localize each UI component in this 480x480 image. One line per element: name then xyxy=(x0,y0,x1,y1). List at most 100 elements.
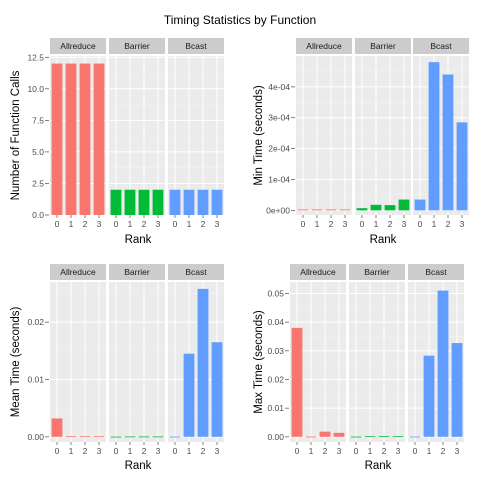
bar-barrier-rank-0 xyxy=(356,208,368,211)
x-tick-label: 1 xyxy=(69,446,74,456)
y-tick-label: 0.0 xyxy=(32,210,44,220)
panel-background xyxy=(355,56,411,215)
facet-strip-label: Allreduce xyxy=(60,267,96,277)
facet-strip xyxy=(50,264,106,280)
bar-barrier-rank-2 xyxy=(138,436,150,438)
facet-strip xyxy=(50,38,106,54)
x-tick-label: 1 xyxy=(187,446,192,456)
x-tick-label: 1 xyxy=(432,219,437,229)
bar-bcast-rank-2 xyxy=(437,290,449,437)
bar-allreduce-rank-0 xyxy=(51,418,63,437)
x-tick-label: 0 xyxy=(418,219,423,229)
bar-barrier-rank-3 xyxy=(152,436,164,438)
bar-bcast-rank-2 xyxy=(442,74,454,211)
x-tick-label: 3 xyxy=(460,219,465,229)
bar-allreduce-rank-1 xyxy=(65,436,77,438)
x-tick-label: 3 xyxy=(215,219,220,229)
x-axis-title: Rank xyxy=(125,460,152,472)
x-tick-label: 0 xyxy=(114,446,119,456)
bar-allreduce-rank-3 xyxy=(333,432,345,437)
bar-bcast-rank-1 xyxy=(428,62,440,211)
y-tick-label: 4e-04 xyxy=(268,82,290,92)
x-tick-label: 2 xyxy=(323,446,328,456)
x-tick-label: 2 xyxy=(329,219,334,229)
facet-strip-label: Bcast xyxy=(185,267,207,277)
panel-background xyxy=(296,56,352,215)
y-tick-label: 0.03 xyxy=(267,346,284,356)
bar-allreduce-rank-1 xyxy=(311,209,323,211)
bar-bcast-rank-3 xyxy=(211,189,223,215)
bar-barrier-rank-1 xyxy=(364,436,376,438)
facet-strip-label: Barrier xyxy=(370,41,396,51)
facet-panel-bcast: Bcast 0 1 2 3 xyxy=(168,264,224,456)
facet-panel-barrier: Barrier 0 1 2 3 xyxy=(349,264,405,456)
bar-barrier-rank-0 xyxy=(350,436,362,438)
bar-barrier-rank-0 xyxy=(110,189,122,215)
x-tick-label: 3 xyxy=(396,446,401,456)
y-tick-label: 7.5 xyxy=(32,115,44,125)
x-tick-label: 3 xyxy=(455,446,460,456)
bar-barrier-rank-2 xyxy=(138,189,150,215)
x-tick-label: 3 xyxy=(97,446,102,456)
x-tick-label: 2 xyxy=(382,446,387,456)
x-tick-label: 3 xyxy=(156,446,161,456)
y-axis-title: Max Time (seconds) xyxy=(253,310,265,414)
x-tick-label: 1 xyxy=(427,446,432,456)
facet-panel-bcast: Bcast 0 1 2 3 xyxy=(408,264,464,456)
facet-strip xyxy=(413,38,469,54)
y-tick-label: 0.02 xyxy=(267,374,284,384)
bar-bcast-rank-3 xyxy=(456,122,468,211)
y-tick-label: 2e-04 xyxy=(268,144,290,154)
y-tick-label: 12.5 xyxy=(27,52,44,62)
y-tick-label: 0.02 xyxy=(27,317,44,327)
facet-strip-label: Barrier xyxy=(364,267,390,277)
panel-background xyxy=(109,56,165,215)
facet-panel-allreduce: Allreduce 0 1 2 3 xyxy=(290,264,346,456)
bar-barrier-rank-1 xyxy=(124,436,136,438)
facet-strip xyxy=(168,38,224,54)
x-tick-label: 1 xyxy=(315,219,320,229)
bar-bcast-rank-2 xyxy=(197,288,209,437)
facet-strip xyxy=(290,264,346,280)
bar-bcast-rank-1 xyxy=(183,189,195,215)
facet-panel-barrier: Barrier 0 1 2 3 xyxy=(355,38,411,229)
x-tick-label: 1 xyxy=(128,446,133,456)
y-tick-label: 0.00 xyxy=(27,432,44,442)
y-tick-label: 1e-04 xyxy=(268,174,290,184)
x-axis-title: Rank xyxy=(125,234,152,246)
bar-bcast-rank-1 xyxy=(183,353,195,437)
facet-panel-allreduce: Allreduce 0 1 2 3 xyxy=(50,38,106,229)
x-tick-label: 1 xyxy=(374,219,379,229)
panel-background xyxy=(50,282,106,442)
bar-bcast-rank-0 xyxy=(414,199,426,211)
facet-strip xyxy=(408,264,464,280)
x-tick-label: 2 xyxy=(142,446,147,456)
bar-allreduce-rank-2 xyxy=(325,209,337,211)
x-tick-label: 2 xyxy=(388,219,393,229)
x-tick-label: 1 xyxy=(69,219,74,229)
facet-strip xyxy=(109,264,165,280)
x-tick-label: 2 xyxy=(446,219,451,229)
facet-strip xyxy=(296,38,352,54)
bar-allreduce-rank-2 xyxy=(319,431,331,437)
x-tick-label: 0 xyxy=(360,219,365,229)
bar-barrier-rank-1 xyxy=(124,189,136,215)
x-tick-label: 1 xyxy=(309,446,314,456)
x-tick-label: 0 xyxy=(295,446,300,456)
y-tick-label: 0.00 xyxy=(267,432,284,442)
x-tick-label: 0 xyxy=(173,446,178,456)
facet-panel-barrier: Barrier 0 1 2 3 xyxy=(109,38,165,229)
y-tick-label: 2.5 xyxy=(32,178,44,188)
x-tick-label: 3 xyxy=(402,219,407,229)
x-tick-label: 0 xyxy=(55,219,60,229)
bar-bcast-rank-3 xyxy=(211,342,223,437)
x-tick-label: 2 xyxy=(142,219,147,229)
bar-barrier-rank-3 xyxy=(392,436,404,438)
bar-allreduce-rank-3 xyxy=(339,209,351,211)
bar-bcast-rank-3 xyxy=(451,343,463,437)
x-tick-label: 0 xyxy=(354,446,359,456)
x-tick-label: 2 xyxy=(83,446,88,456)
